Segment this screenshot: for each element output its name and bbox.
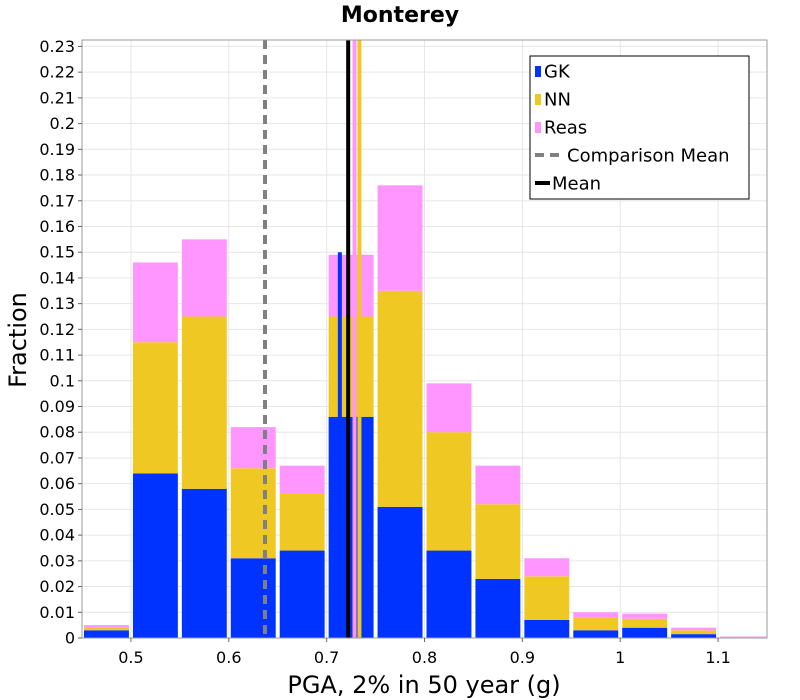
bar-reas [671,627,717,631]
y-tick-label: 0.21 [39,88,75,107]
y-tick-label: 0.01 [39,603,75,622]
y-tick-label: 0.16 [39,217,75,236]
bar-nn [426,432,472,551]
y-tick-label: 0.07 [39,448,75,467]
legend: GK NN Reas Comparison Mean Mean [529,55,750,200]
y-tick-label: 0.11 [39,346,75,365]
bar-gk [573,630,619,638]
y-tick-label: 0.05 [39,500,75,519]
y-tick-label: 0.13 [39,294,75,313]
legend-label-mean: Mean [552,174,601,195]
x-axis-ticks: 0.5 0.6 0.7 0.8 0.9 1 1.1 [118,638,731,667]
bar-nn [524,576,570,620]
bar-reas [622,613,668,619]
legend-label-nn: NN [544,90,571,111]
x-tick-label: 1.1 [705,648,730,667]
legend-swatch-gk [535,66,541,77]
bar-reas [426,383,472,433]
x-tick-label: 0.6 [216,648,241,667]
y-tick-label: 0.09 [39,397,75,416]
bar-nn [230,468,276,559]
bar-gk [622,627,668,638]
y-axis-ticks: 0 0.01 0.02 0.03 0.04 0.05 0.06 0.07 0.08 0.09 0.1… [39,37,82,648]
bar-gk [181,488,227,638]
bar-gk [132,473,178,638]
y-tick-label: 0.04 [39,526,75,545]
bar-gk [475,578,521,638]
bar-reas [132,262,178,343]
bar-gk [328,416,374,638]
y-tick-label: 0.03 [39,551,75,570]
y-tick-label: 0.18 [39,166,75,185]
x-tick-label: 0.9 [510,648,535,667]
x-tick-label: 1 [615,648,625,667]
bar-nn [475,504,521,579]
x-tick-label: 0.5 [118,648,143,667]
bar-gk [524,619,570,638]
chart-title: Monterey [341,3,459,28]
bar-gk [426,550,472,638]
bar-nn [328,316,374,417]
bar-gk [279,550,325,638]
y-tick-label: 0.19 [39,140,75,159]
x-tick-label: 0.8 [412,648,437,667]
x-axis-label: PGA, 2% in 50 year (g) [287,671,560,699]
bar-nn [84,627,129,631]
bar-reas [230,427,276,469]
bar-gk [84,630,129,638]
bar-gk [230,558,276,638]
bar-reas [377,185,423,291]
y-tick-label: 0.23 [39,37,75,56]
bar-nn [671,630,717,635]
bar-nn [622,618,668,628]
bar-reas [328,254,374,317]
bars [84,185,767,638]
bar-reas [524,558,570,577]
bar-nn [377,290,423,507]
bar-reas [279,465,325,494]
bar-gk [671,634,717,638]
y-tick-label: 0.2 [50,114,75,133]
legend-swatch-nn [535,94,541,105]
mean-lines [262,40,362,638]
y-tick-label: 0.22 [39,63,75,82]
y-tick-label: 0.17 [39,191,75,210]
y-tick-label: 0 [65,629,75,648]
legend-label-reas: Reas [544,118,587,139]
bar-reas [573,612,619,618]
legend-label-gk: GK [544,62,571,83]
legend-swatch-reas [535,122,541,133]
y-axis-label: Fraction [4,292,32,388]
y-tick-label: 0.08 [39,423,75,442]
bar-nn [132,342,178,474]
x-tick-label: 0.7 [314,648,339,667]
y-tick-label: 0.15 [39,243,75,262]
y-tick-label: 0.1 [50,371,75,390]
y-tick-label: 0.12 [39,320,75,339]
bar-nn [573,617,619,631]
bar-nn [181,316,227,489]
y-tick-label: 0.06 [39,474,75,493]
bar-reas [181,239,227,317]
y-tick-label: 0.14 [39,268,75,287]
bar-gk [377,506,423,638]
legend-label-comparison-mean: Comparison Mean [567,146,730,167]
legend-box [529,55,750,200]
bar-nn [279,493,325,551]
bar-reas [475,465,521,505]
y-tick-label: 0.02 [39,577,75,596]
bar-reas [84,625,129,628]
